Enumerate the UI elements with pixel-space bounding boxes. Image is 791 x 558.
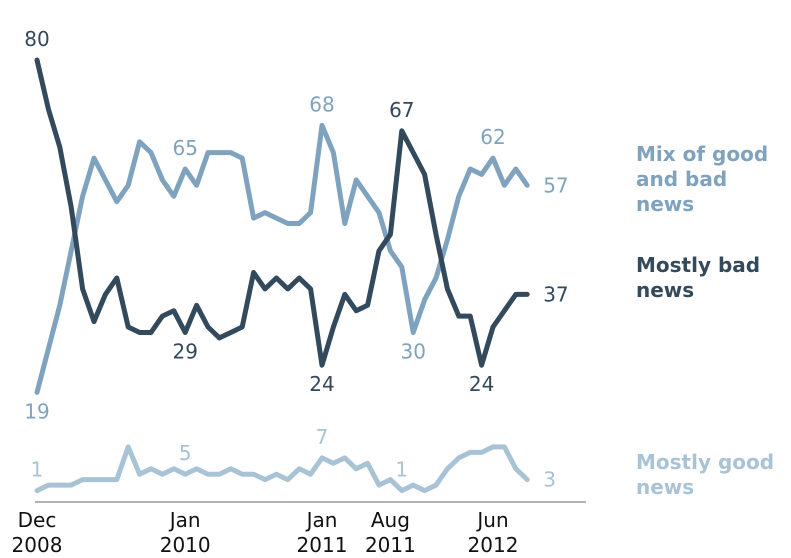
x-tick-label: Aug 2011 (365, 508, 416, 557)
value-label-mostly-bad-news: 24 (469, 372, 494, 396)
value-label-mix-of-good-and-bad-news: 19 (24, 399, 49, 423)
value-label-mostly-bad-news: 37 (543, 282, 568, 306)
legend-label-mostly-bad-news: Mostly bad news (636, 253, 760, 302)
value-label-mostly-bad-news: 67 (389, 98, 414, 122)
x-axis-tick-labels: Dec 2008 Jan 2010 Jan 2011 Aug 2011 Jun 2012 (12, 508, 519, 557)
series-line-mostly-good-news (34, 444, 530, 494)
series-lines (34, 57, 530, 494)
value-label-mostly-good-news: 1 (31, 458, 44, 482)
value-label-mostly-good-news: 3 (543, 468, 556, 492)
x-tick-label: Jan 2010 (160, 508, 211, 557)
value-label-mix-of-good-and-bad-news: 62 (480, 125, 505, 149)
legend-label-mostly-good-news: Mostly good news (636, 450, 774, 499)
x-tick-label: Dec 2008 (12, 508, 63, 557)
series-line-mostly-bad-news (34, 57, 530, 368)
series-legend: Mix of good and bad news Mostly bad news Most… (636, 142, 774, 499)
value-label-mix-of-good-and-bad-news: 57 (543, 173, 568, 197)
value-label-mix-of-good-and-bad-news: 30 (400, 340, 425, 364)
value-label-mostly-bad-news: 24 (309, 372, 334, 396)
value-label-mostly-good-news: 5 (179, 441, 192, 465)
value-label-mix-of-good-and-bad-news: 65 (172, 136, 197, 160)
value-label-mostly-bad-news: 29 (172, 340, 197, 364)
legend-label-mix-of-good-and-bad-news: Mix of good and bad news (636, 142, 768, 216)
x-tick-label: Jun 2012 (468, 508, 519, 557)
x-tick-label: Jan 2011 (297, 508, 348, 557)
series-line-mix-of-good-and-bad-news (34, 122, 530, 395)
value-label-mostly-bad-news: 80 (24, 27, 49, 51)
value-label-mostly-good-news: 7 (316, 425, 329, 449)
value-label-mostly-good-news: 1 (395, 458, 408, 482)
value-label-mix-of-good-and-bad-news: 68 (309, 92, 334, 116)
